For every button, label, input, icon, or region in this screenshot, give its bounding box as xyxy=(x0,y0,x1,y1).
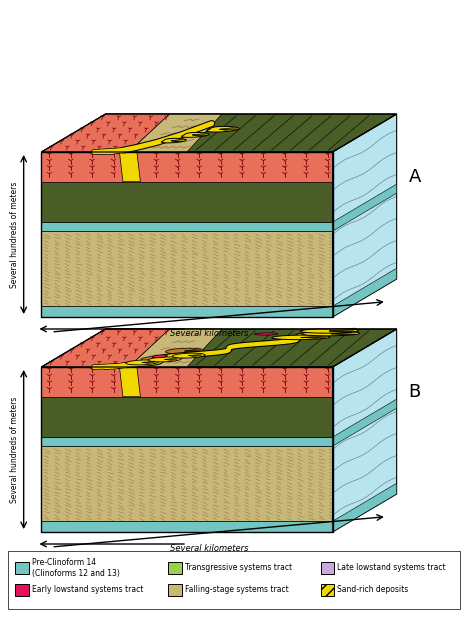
Text: Falling-stage systems tract: Falling-stage systems tract xyxy=(184,586,288,595)
Polygon shape xyxy=(332,483,397,532)
Polygon shape xyxy=(332,329,397,532)
Polygon shape xyxy=(41,114,170,152)
Bar xyxy=(321,562,335,574)
Text: Transgressive systems tract: Transgressive systems tract xyxy=(184,563,292,573)
Text: Late lowstand systems tract: Late lowstand systems tract xyxy=(337,563,446,573)
Polygon shape xyxy=(41,397,332,437)
Bar xyxy=(8,551,460,609)
Polygon shape xyxy=(41,446,332,521)
Bar xyxy=(168,584,182,596)
Polygon shape xyxy=(207,126,239,132)
Polygon shape xyxy=(119,367,140,397)
Polygon shape xyxy=(182,133,209,138)
Text: Sand-rich deposits: Sand-rich deposits xyxy=(337,586,409,595)
Polygon shape xyxy=(129,329,222,367)
Polygon shape xyxy=(272,335,330,339)
Polygon shape xyxy=(41,152,332,181)
Bar xyxy=(15,562,28,574)
Bar xyxy=(168,562,182,574)
Polygon shape xyxy=(129,114,222,152)
Polygon shape xyxy=(41,114,397,152)
Polygon shape xyxy=(254,333,278,335)
Text: Early lowstand systems tract: Early lowstand systems tract xyxy=(32,586,143,595)
Polygon shape xyxy=(41,437,332,446)
Polygon shape xyxy=(161,138,186,143)
Polygon shape xyxy=(41,521,332,532)
Polygon shape xyxy=(148,357,182,362)
Text: Several hundreds of meters: Several hundreds of meters xyxy=(10,396,19,503)
Polygon shape xyxy=(126,360,159,365)
Polygon shape xyxy=(332,399,397,446)
Bar xyxy=(15,584,28,596)
Polygon shape xyxy=(119,152,140,181)
Polygon shape xyxy=(152,355,167,358)
Polygon shape xyxy=(41,181,332,222)
Polygon shape xyxy=(41,231,332,306)
Text: B: B xyxy=(409,383,421,401)
Polygon shape xyxy=(41,329,170,367)
Polygon shape xyxy=(300,329,358,333)
Polygon shape xyxy=(332,268,397,317)
Polygon shape xyxy=(332,184,397,231)
Bar xyxy=(321,584,335,596)
Polygon shape xyxy=(172,353,205,358)
Polygon shape xyxy=(41,306,332,317)
Polygon shape xyxy=(332,114,397,317)
Polygon shape xyxy=(41,222,332,231)
Text: Several kilometers: Several kilometers xyxy=(170,544,248,553)
Polygon shape xyxy=(165,348,204,354)
Text: A: A xyxy=(409,168,421,186)
Polygon shape xyxy=(141,356,180,362)
Polygon shape xyxy=(41,329,397,367)
Text: Several hundreds of meters: Several hundreds of meters xyxy=(10,181,19,288)
Text: Pre-Clinoform 14
(Clinoforms 12 and 13): Pre-Clinoform 14 (Clinoforms 12 and 13) xyxy=(32,558,119,578)
Text: Several kilometers: Several kilometers xyxy=(170,329,248,337)
Polygon shape xyxy=(165,352,204,358)
Polygon shape xyxy=(301,331,360,336)
Polygon shape xyxy=(41,367,332,397)
